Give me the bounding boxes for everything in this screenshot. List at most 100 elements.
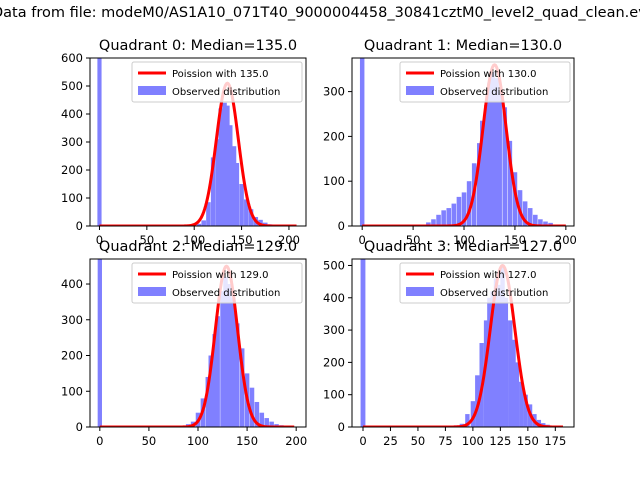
- histogram-bar: [538, 219, 543, 226]
- y-tick-label: 200: [61, 349, 83, 363]
- histogram-bar: [254, 401, 260, 427]
- histogram-bar: [205, 376, 211, 427]
- zero-count-spike: [360, 259, 366, 427]
- histogram-bar: [503, 297, 509, 427]
- histogram-bar: [215, 139, 221, 226]
- histogram-bar: [522, 201, 528, 226]
- x-tick-label: 50: [142, 434, 157, 448]
- poisson-curve: [99, 264, 295, 427]
- histogram-bar: [249, 387, 255, 427]
- zero-count-spike: [359, 58, 365, 226]
- histogram-bar: [483, 320, 489, 427]
- x-tick-label: 150: [236, 434, 258, 448]
- histogram-bar: [470, 401, 476, 427]
- legend-box: [399, 262, 571, 304]
- y-tick-label: 500: [323, 258, 345, 272]
- histogram-bar: [196, 223, 202, 226]
- histogram-bar: [259, 412, 265, 427]
- y-tick-label: 300: [61, 135, 83, 149]
- x-tick-label: 200: [285, 434, 307, 448]
- x-tick-label: 100: [462, 434, 484, 448]
- histogram-bar: [206, 202, 211, 226]
- y-tick-label: 0: [76, 219, 83, 233]
- histogram-bar: [490, 71, 495, 226]
- x-tick-label: 0: [359, 233, 366, 247]
- histogram-bar: [543, 221, 548, 226]
- histogram-bar: [497, 91, 502, 226]
- histogram-bar: [239, 348, 245, 427]
- histogram-bar: [480, 120, 485, 226]
- histogram-bar: [502, 107, 508, 226]
- histogram-bar: [201, 220, 206, 226]
- legend-patch-swatch: [406, 287, 434, 296]
- histogram-bar: [533, 214, 538, 226]
- histogram-bar: [235, 323, 240, 427]
- x-tick-label: 50: [140, 233, 155, 247]
- histogram-bar: [494, 78, 499, 226]
- x-tick-label: 100: [453, 233, 475, 247]
- histogram-bar: [436, 214, 441, 226]
- histogram-bar: [500, 265, 505, 427]
- y-tick-label: 400: [61, 277, 83, 291]
- histogram-bar: [523, 394, 528, 427]
- histogram-bar: [548, 222, 553, 226]
- x-tick-label: 150: [231, 233, 253, 247]
- y-tick-label: 100: [61, 384, 83, 398]
- legend-label-observed: Observed distribution: [172, 87, 280, 98]
- y-tick-label: 300: [323, 85, 345, 99]
- y-tick-label: 300: [61, 313, 83, 327]
- legend-box: [399, 61, 571, 103]
- histogram-bar: [225, 105, 230, 226]
- histogram-bar: [487, 82, 492, 226]
- histogram-bar: [519, 381, 524, 427]
- histogram-bar: [264, 418, 269, 427]
- histogram-bar: [446, 208, 452, 226]
- axes-frame: [351, 57, 575, 227]
- legend-label-observed: Observed distribution: [440, 87, 548, 98]
- x-tick-label: 75: [438, 434, 453, 448]
- legend-label-observed: Observed distribution: [440, 288, 548, 299]
- x-tick-label: 100: [183, 233, 205, 247]
- histogram-bar: [269, 421, 274, 427]
- subplot-title: Quadrant 0: Median=135.0: [99, 38, 297, 54]
- y-tick-label: 200: [61, 163, 83, 177]
- x-tick-label: 0: [96, 233, 103, 247]
- histogram-bar: [441, 210, 446, 226]
- legend-label-poisson: Poission with 127.0: [440, 270, 536, 281]
- y-tick-label: 0: [76, 420, 83, 434]
- legend-label-poisson: Poission with 135.0: [172, 69, 268, 80]
- histogram-bar: [227, 284, 232, 427]
- zero-count-spike: [97, 58, 102, 226]
- histogram-bar: [248, 209, 254, 226]
- histogram-bar: [234, 163, 240, 226]
- x-tick-label: 150: [517, 434, 539, 448]
- legend-label-poisson: Poission with 129.0: [172, 270, 268, 281]
- y-tick-label: 200: [323, 355, 345, 369]
- x-tick-label: 100: [187, 434, 209, 448]
- histogram-bar: [466, 181, 472, 226]
- y-tick-label: 300: [323, 323, 345, 337]
- histogram-bar: [426, 222, 431, 226]
- histogram-bar: [231, 298, 236, 427]
- histogram-bar: [222, 102, 227, 226]
- histogram-bar: [477, 143, 482, 226]
- histogram-bar: [456, 196, 462, 226]
- y-tick-label: 100: [323, 388, 345, 402]
- subplot-title: Quadrant 3: Median=127.0: [364, 239, 562, 255]
- histogram-bar: [244, 199, 249, 226]
- x-tick-label: 0: [359, 434, 366, 448]
- y-tick-label: 0: [338, 420, 345, 434]
- histogram-bar: [484, 105, 489, 226]
- x-tick-label: 25: [383, 434, 398, 448]
- x-tick-label: 150: [504, 233, 526, 247]
- histogram-bar: [227, 125, 233, 226]
- legend-patch-swatch: [138, 287, 166, 296]
- histogram-bar: [223, 276, 228, 427]
- x-tick-label: 200: [278, 233, 300, 247]
- y-tick-label: 0: [338, 219, 345, 233]
- histogram-bar: [511, 339, 516, 427]
